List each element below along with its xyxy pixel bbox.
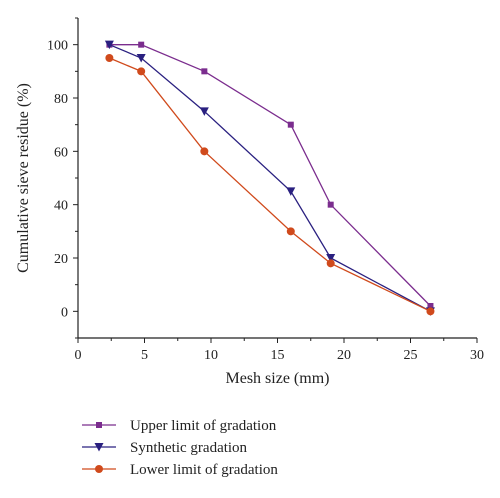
series-line: [109, 44, 431, 307]
legend-label: Lower limit of gradation: [130, 462, 278, 478]
series-line: [109, 44, 431, 312]
legend-item-1: Upper limit of gradation: [82, 418, 277, 434]
legend-marker: [96, 422, 102, 428]
x-axis-label: Mesh size (mm): [226, 370, 330, 387]
y-tick-label: 80: [54, 92, 68, 107]
data-point: [326, 254, 336, 263]
data-point: [287, 121, 294, 128]
data-point: [200, 147, 209, 156]
data-point: [201, 68, 208, 75]
series-1: [106, 41, 434, 309]
x-tick-label: 10: [204, 348, 218, 363]
data-point: [105, 54, 114, 62]
legend: Upper limit of gradation Synthetic gradat…: [82, 418, 278, 478]
data-point: [427, 303, 434, 309]
data-point: [138, 41, 145, 48]
legend-item-3: Lower limit of gradation: [82, 462, 278, 478]
series-3: [105, 54, 435, 316]
axes: 0 5 10 15 20 25 30 0 20 40 60 80 100: [47, 17, 484, 363]
x-tick-label: 0: [75, 348, 82, 363]
x-tick-label: 30: [470, 348, 484, 363]
data-point: [137, 67, 146, 76]
data-point: [136, 54, 146, 63]
y-tick-label: 20: [54, 252, 68, 267]
y-tick-label: 40: [54, 199, 68, 214]
legend-marker: [95, 465, 103, 473]
legend-label: Upper limit of gradation: [130, 418, 277, 434]
data-point: [426, 307, 435, 316]
series-layer: [104, 40, 435, 316]
y-tick-label: 60: [54, 145, 68, 160]
data-point: [199, 107, 209, 116]
data-point: [327, 201, 334, 208]
data-point: [326, 259, 335, 268]
y-axis-label: Cumulative sieve residue (%): [15, 83, 32, 273]
x-tick-label: 5: [141, 348, 148, 363]
x-tick-label: 25: [404, 348, 418, 363]
y-tick-label: 0: [61, 305, 68, 320]
legend-item-2: Synthetic gradation: [82, 440, 248, 456]
series-line: [109, 57, 431, 312]
x-tick-label: 20: [337, 348, 351, 363]
y-tick-label: 100: [47, 39, 68, 54]
series-2: [104, 40, 435, 316]
data-point: [104, 40, 114, 50]
data-point: [286, 187, 296, 196]
legend-marker: [94, 443, 104, 452]
data-point: [286, 227, 295, 236]
legend-label: Synthetic gradation: [130, 440, 248, 456]
x-tick-label: 15: [271, 348, 285, 363]
